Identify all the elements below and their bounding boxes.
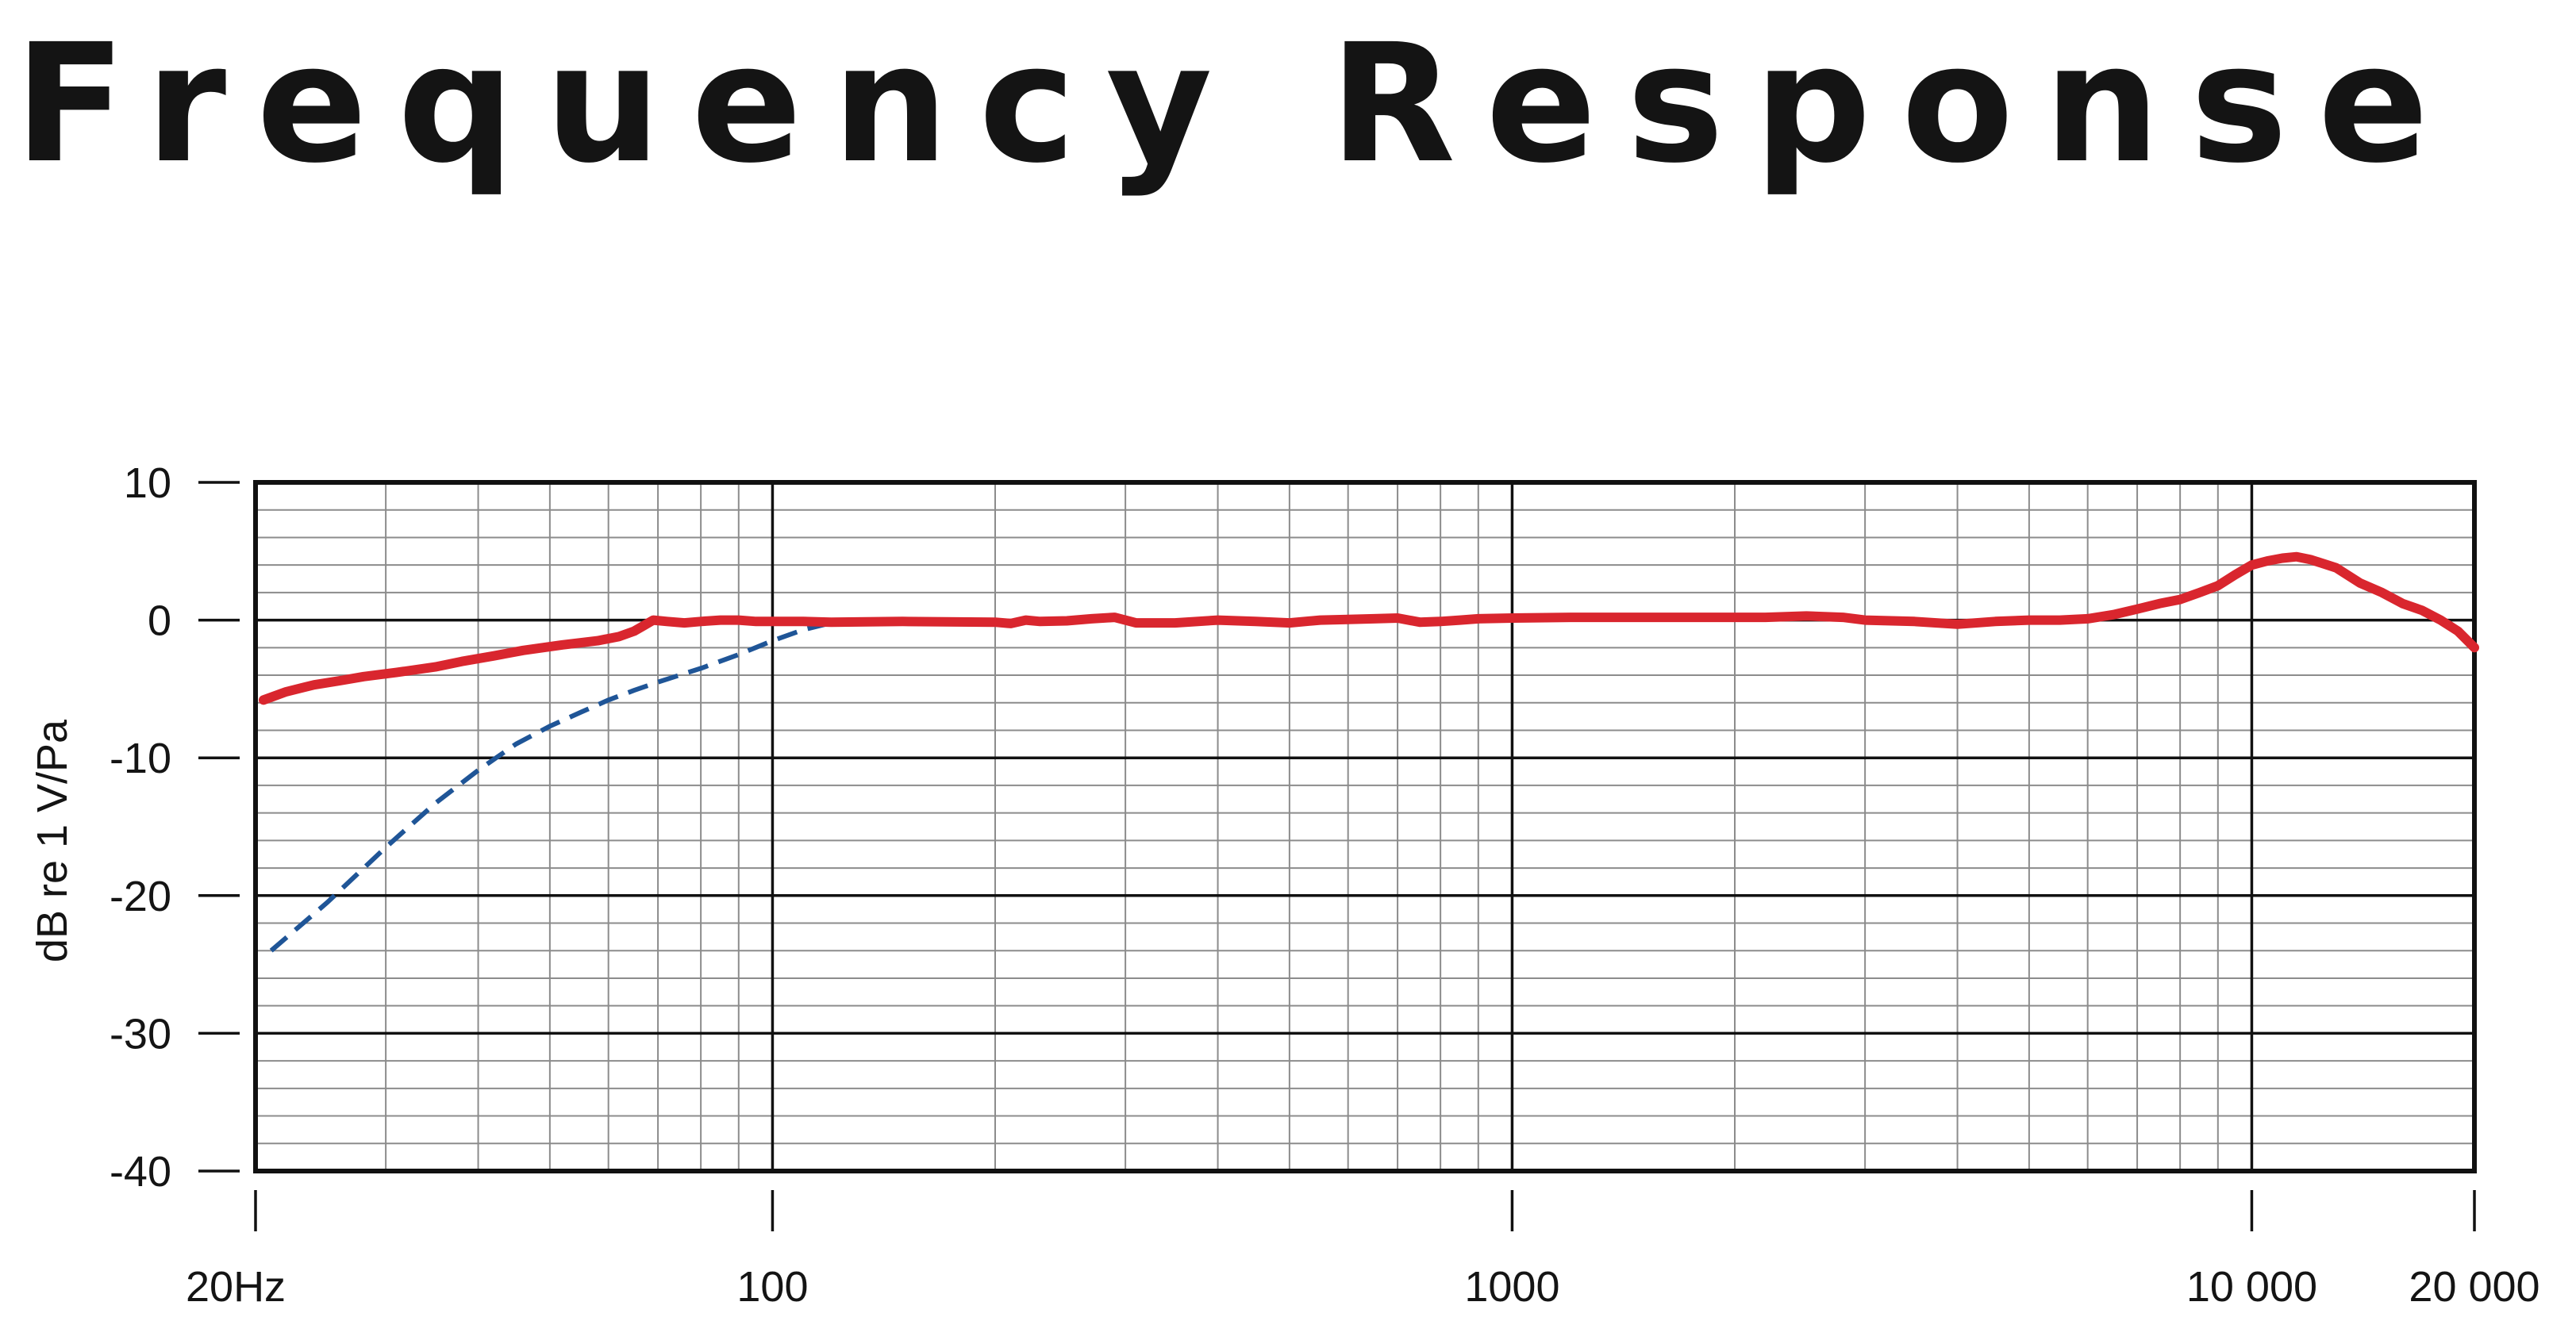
x-tick-label: 20Hz <box>186 1263 286 1311</box>
plot-frame <box>253 480 2477 1173</box>
x-tick-label: 100 <box>736 1263 808 1311</box>
x-tick-label: 10 000 <box>2186 1263 2317 1311</box>
page-title: Frequency Response <box>14 9 2459 199</box>
series-layer <box>259 551 2479 953</box>
y-axis-label: dB re 1 V/Pa <box>29 719 76 962</box>
grid-major <box>256 482 2474 1171</box>
y-tick-label: -10 <box>110 735 171 782</box>
grid-minor-horizontal <box>256 509 2474 1145</box>
x-axis-ticks: 20Hz 100 1000 10 000 20 000 <box>186 1190 2540 1311</box>
y-tick-label: -30 <box>110 1010 171 1058</box>
series-line-0 <box>259 551 2479 705</box>
y-axis-ticks: 10 0 -10 -20 -30 -40 <box>110 459 240 1196</box>
y-tick-label: 10 <box>124 459 171 507</box>
grid-minor-vertical <box>385 482 2219 1171</box>
series-line-1 <box>269 617 857 953</box>
x-tick-label: 1000 <box>1464 1263 1559 1311</box>
y-tick-label: -20 <box>110 873 171 920</box>
y-tick-label: -40 <box>110 1148 171 1196</box>
y-tick-label: 0 <box>148 597 171 645</box>
x-tick-label: 20 000 <box>2409 1263 2539 1311</box>
